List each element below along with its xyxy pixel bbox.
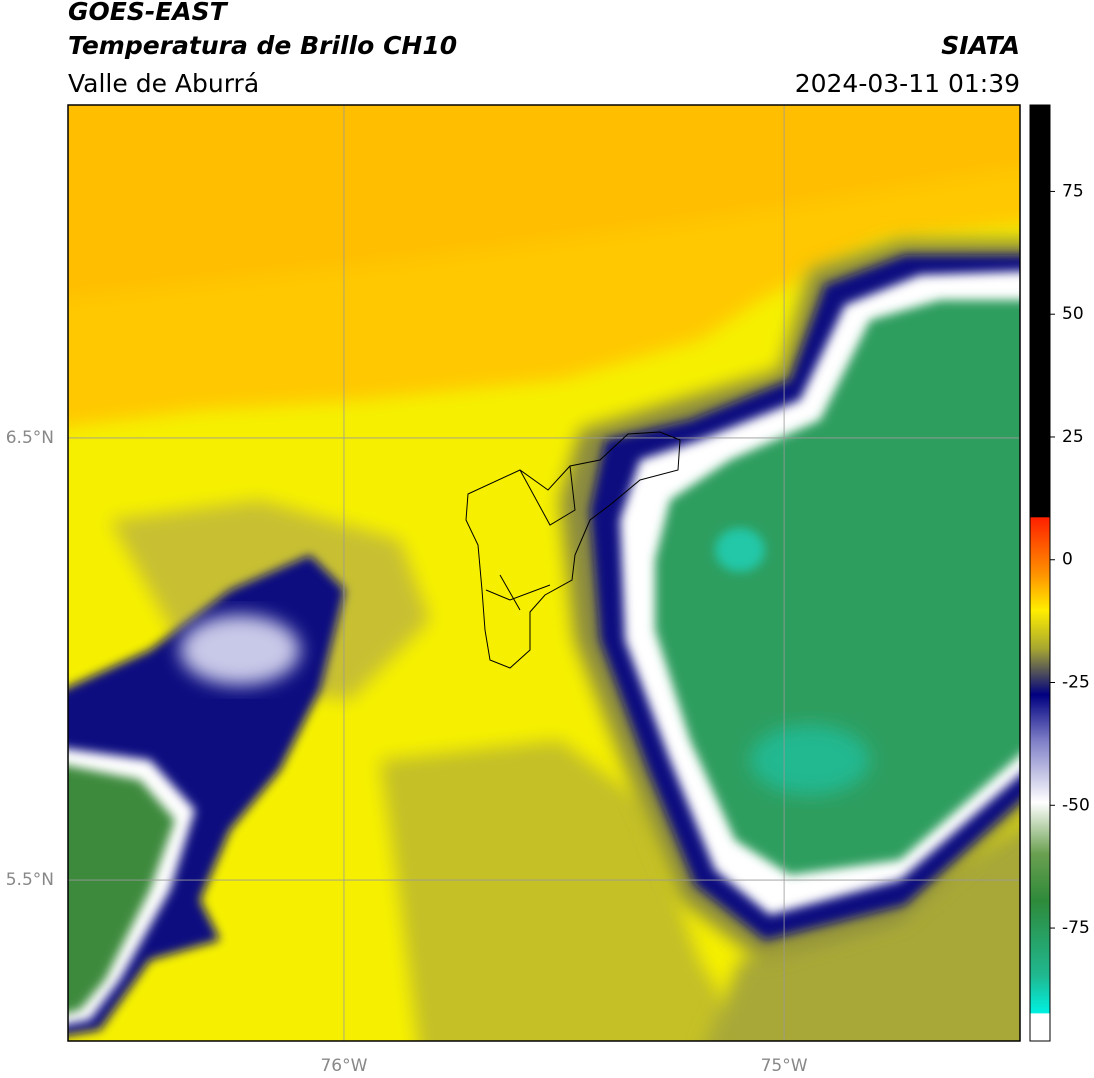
colorbar-tick-label: -75: [1062, 918, 1090, 938]
ticks: 76°W 75°W 6.5°N 5.5°N 75 50 25 0 -25 -50 -75: [6, 181, 1090, 1076]
colorbar-tick-label: 50: [1062, 304, 1084, 324]
subtitle: Temperatura de Brillo CH10: [68, 31, 457, 60]
lon-tick-label: 75°W: [761, 1056, 808, 1076]
lon-tick-label: 76°W: [320, 1056, 367, 1076]
colorbar-tick-label: -50: [1062, 795, 1090, 815]
colorbar-tick-label: 25: [1062, 427, 1084, 447]
colorbar-tick-label: 0: [1062, 550, 1073, 570]
colorbar-tick-label: -25: [1062, 673, 1090, 693]
colorbar: [1029, 104, 1051, 1042]
datetime: 2024-03-11 01:39: [795, 69, 1020, 98]
source: SIATA: [941, 31, 1020, 60]
lat-tick-label: 5.5°N: [6, 870, 54, 890]
valley-outline: [465, 431, 681, 669]
title: GOES-EAST: [68, 0, 229, 26]
colorbar-tick-label: 75: [1062, 181, 1084, 201]
satellite-image: [68, 105, 1020, 1041]
region: Valle de Aburrá: [68, 69, 259, 98]
map-frame: [67, 104, 1021, 1042]
lat-tick-label: 6.5°N: [6, 428, 54, 448]
